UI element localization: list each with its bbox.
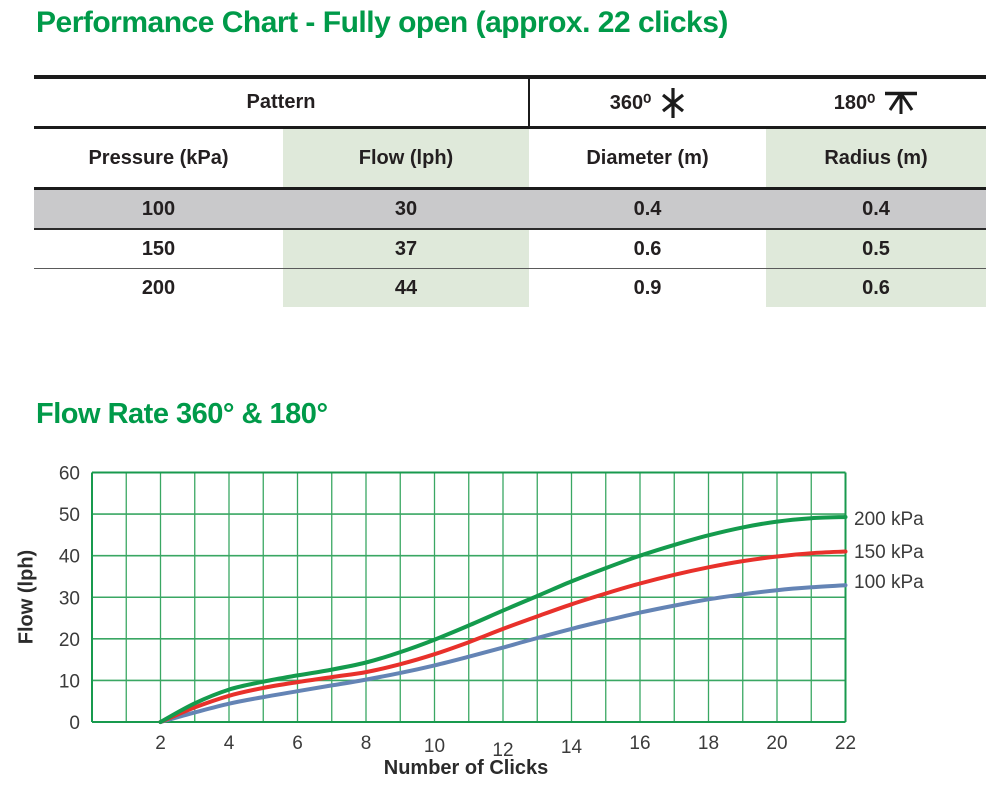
table-row: 100 30 0.4 0.4 [34,188,986,230]
pattern-180-label: 180⁰ [833,92,876,114]
cell-radius: 0.5 [766,229,986,269]
y-axis-label: Flow (lph) [15,549,38,645]
svg-text:16: 16 [629,733,650,754]
series-line-100-kpa [158,583,848,724]
performance-table: Pattern 360⁰ 180⁰ [34,75,986,307]
svg-text:4: 4 [224,733,235,754]
cell-radius: 0.4 [766,188,986,230]
svg-text:6: 6 [292,733,303,754]
spray-360-star-icon [662,87,685,118]
svg-text:2: 2 [155,733,166,754]
column-header-diameter: Diameter (m) [529,127,766,190]
svg-text:0: 0 [69,713,80,734]
pattern-header-cell: Pattern [34,77,529,129]
pattern-360-cell: 360⁰ [528,77,766,129]
svg-text:18: 18 [698,733,719,754]
chart-section-title: Flow Rate 360° & 180° [36,398,328,430]
svg-text:20: 20 [766,733,787,754]
cell-radius: 0.6 [766,268,986,307]
flow-rate-line-chart: 2 4 6 8 10 12 14 16 18 20 22 0 10 20 30 40 50 60 [59,464,856,762]
cell-flow: 30 [283,188,529,230]
cell-pressure: 100 [34,188,283,230]
x-axis-label: Number of Clicks [383,757,549,779]
legend-label-100kpa: 100 kPa [854,572,924,593]
cell-diameter: 0.6 [529,229,766,269]
table-row: Pattern 360⁰ 180⁰ [34,77,986,129]
svg-text:50: 50 [59,505,80,526]
svg-text:40: 40 [59,547,80,568]
svg-text:20: 20 [59,630,80,651]
svg-text:10: 10 [59,671,80,692]
svg-text:12: 12 [492,740,513,761]
svg-text:22: 22 [835,733,856,754]
svg-text:60: 60 [59,464,80,485]
legend-label-200kpa: 200 kPa [854,509,924,530]
pattern-360-label: 360⁰ [609,92,652,114]
cell-pressure: 150 [34,229,283,269]
table-row: 150 37 0.6 0.5 [34,229,986,269]
cell-diameter: 0.9 [633,276,662,299]
svg-text:8: 8 [361,733,372,754]
pattern-180-cell: 180⁰ [766,77,986,129]
legend-label-150kpa: 150 kPa [854,542,924,563]
column-header-pressure: Pressure (kPa) [34,127,283,190]
series-line-200-kpa [158,515,848,724]
svg-text:30: 30 [59,588,80,609]
table-header-row: Pressure (kPa) Flow (lph) Diameter (m) R… [34,127,986,190]
column-header-radius: Radius (m) [766,127,986,190]
svg-text:14: 14 [561,737,583,758]
column-header-flow: Flow (lph) [283,127,529,190]
cell-pressure: 200 [141,276,176,299]
cell-diameter: 0.4 [529,188,766,230]
page-title: Performance Chart - Fully open (approx. … [36,6,728,39]
cell-flow: 37 [283,229,529,269]
cell-flow: 44 [283,268,529,307]
series-line-150-kpa [158,549,848,724]
spray-180-half-star-icon [885,91,918,114]
table-row: 200 44 0.9 0.6 [34,268,986,307]
svg-text:10: 10 [424,736,445,757]
